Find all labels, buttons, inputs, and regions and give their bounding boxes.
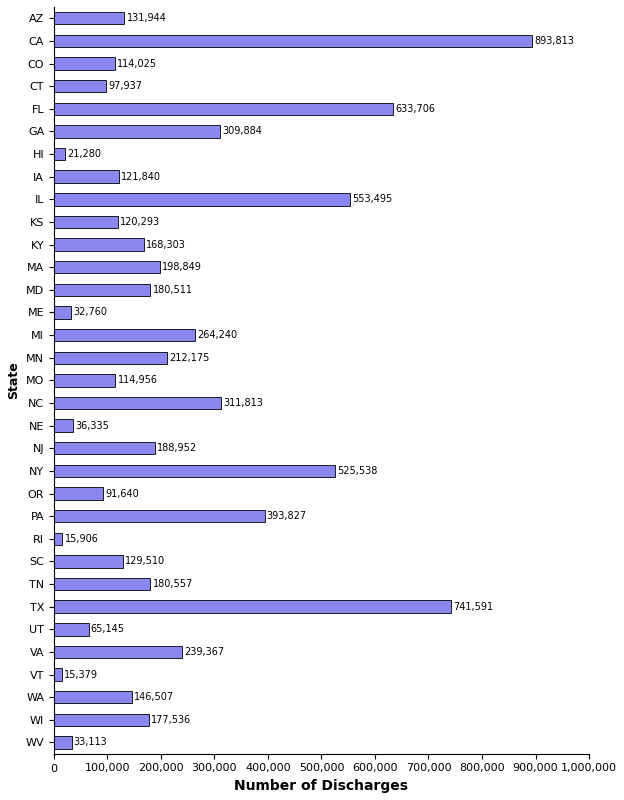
Text: 198,849: 198,849: [162, 262, 202, 272]
Bar: [54, 397, 221, 410]
Text: 393,827: 393,827: [267, 511, 307, 521]
Bar: [54, 193, 350, 206]
Bar: [54, 125, 220, 138]
Bar: [54, 555, 123, 568]
Text: 129,510: 129,510: [125, 557, 165, 566]
Text: 146,507: 146,507: [134, 692, 175, 702]
Text: 212,175: 212,175: [170, 353, 210, 362]
Bar: [54, 736, 72, 749]
Bar: [54, 261, 160, 274]
Bar: [54, 80, 106, 92]
Bar: [54, 646, 182, 658]
Text: 525,538: 525,538: [337, 466, 378, 476]
Bar: [54, 623, 89, 635]
Bar: [54, 351, 167, 364]
Text: 553,495: 553,495: [352, 194, 392, 204]
Bar: [54, 601, 451, 613]
Bar: [54, 374, 115, 386]
Bar: [54, 329, 195, 342]
Text: 264,240: 264,240: [197, 330, 238, 340]
Text: 188,952: 188,952: [157, 443, 197, 454]
Bar: [54, 465, 335, 477]
Bar: [54, 419, 73, 432]
Bar: [54, 102, 393, 115]
Bar: [54, 668, 62, 681]
Text: 15,379: 15,379: [64, 670, 98, 679]
Bar: [54, 578, 150, 590]
Text: 15,906: 15,906: [64, 534, 99, 544]
Bar: [54, 533, 62, 545]
Bar: [54, 442, 155, 454]
Text: 36,335: 36,335: [76, 421, 109, 430]
Text: 33,113: 33,113: [74, 738, 107, 747]
Text: 180,557: 180,557: [153, 579, 193, 589]
Text: 97,937: 97,937: [109, 81, 142, 91]
Text: 168,303: 168,303: [146, 239, 186, 250]
Bar: [54, 714, 149, 726]
Text: 120,293: 120,293: [120, 217, 160, 227]
Text: 633,706: 633,706: [395, 104, 435, 114]
Bar: [54, 691, 132, 703]
Text: 131,944: 131,944: [127, 14, 167, 23]
Text: 309,884: 309,884: [222, 126, 261, 137]
Bar: [54, 238, 144, 250]
Bar: [54, 306, 71, 318]
Text: 21,280: 21,280: [67, 149, 101, 159]
Text: 180,511: 180,511: [153, 285, 193, 295]
Text: 177,536: 177,536: [151, 715, 192, 725]
Bar: [54, 58, 115, 70]
Text: 32,760: 32,760: [74, 307, 107, 318]
Text: 311,813: 311,813: [223, 398, 263, 408]
Text: 65,145: 65,145: [91, 624, 125, 634]
Bar: [54, 170, 119, 183]
Text: 114,025: 114,025: [117, 58, 157, 69]
Bar: [54, 487, 103, 500]
Text: 91,640: 91,640: [105, 489, 139, 498]
Bar: [54, 216, 118, 228]
Bar: [54, 12, 124, 25]
Text: 239,367: 239,367: [184, 647, 224, 657]
Text: 121,840: 121,840: [121, 172, 161, 182]
Bar: [54, 148, 66, 160]
Text: 114,956: 114,956: [117, 375, 157, 386]
X-axis label: Number of Discharges: Number of Discharges: [235, 779, 409, 793]
Bar: [54, 34, 532, 47]
Text: 893,813: 893,813: [534, 36, 574, 46]
Bar: [54, 510, 265, 522]
Bar: [54, 284, 150, 296]
Text: 741,591: 741,591: [453, 602, 493, 612]
Y-axis label: State: State: [7, 362, 20, 399]
